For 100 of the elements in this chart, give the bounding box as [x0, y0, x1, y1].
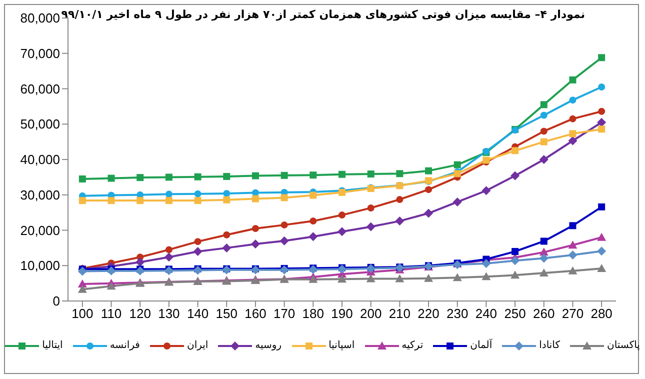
- point: [569, 115, 576, 122]
- point: [223, 190, 230, 197]
- point: [280, 236, 289, 246]
- y-tick-label: 20,000: [20, 222, 60, 238]
- point: [539, 268, 548, 277]
- point: [597, 232, 606, 241]
- point: [568, 240, 578, 249]
- point: [222, 243, 232, 252]
- point: [223, 172, 230, 180]
- point: [540, 112, 548, 119]
- point: [164, 266, 174, 276]
- chart-title: نمودار ۴– مقایسه میزان فوتی کشورهای همزمان کمتر از۷۰ هزار نفر در طول ۹ ماه اخیر ۹۹/۱۰/۱: [61, 8, 585, 21]
- x-tick-label: 110: [100, 306, 122, 322]
- point: [366, 274, 376, 282]
- point: [395, 274, 404, 282]
- point: [569, 76, 576, 84]
- point: [280, 172, 288, 179]
- point: [396, 196, 404, 203]
- point: [482, 272, 491, 280]
- point: [597, 246, 606, 256]
- point: [106, 266, 116, 276]
- legend-label: روسیه: [255, 340, 282, 351]
- legend-label: اسپانیا: [328, 340, 355, 351]
- point: [78, 197, 86, 204]
- point: [338, 170, 346, 178]
- point: [510, 270, 520, 279]
- point: [568, 266, 578, 274]
- point: [597, 264, 606, 272]
- point: [106, 282, 116, 290]
- x-tick-label: 240: [475, 306, 498, 322]
- x-tick-label: 170: [273, 306, 296, 322]
- point: [193, 246, 202, 256]
- point: [367, 204, 374, 212]
- point: [136, 174, 144, 182]
- point: [425, 167, 432, 174]
- point: [510, 171, 520, 180]
- point: [280, 221, 288, 228]
- point: [308, 232, 318, 242]
- x-tick-label: 270: [562, 306, 584, 322]
- legend-label: پاکستان: [607, 340, 640, 351]
- point: [136, 266, 145, 276]
- y-tick-label: 40,000: [20, 152, 60, 168]
- point: [165, 190, 172, 198]
- x-tick-label: 120: [129, 306, 151, 322]
- x-tick-label: 230: [446, 306, 468, 322]
- point: [367, 170, 374, 178]
- point: [223, 196, 230, 204]
- point: [512, 147, 519, 154]
- point: [454, 161, 461, 168]
- point: [510, 256, 520, 266]
- legend-label: آلمان: [470, 340, 492, 351]
- point: [310, 172, 317, 179]
- x-tick-label: 180: [302, 306, 324, 322]
- point: [78, 175, 86, 182]
- x-tick-label: 200: [360, 306, 382, 322]
- point: [569, 222, 576, 230]
- point: [539, 254, 548, 263]
- y-tick-label: 80,000: [20, 10, 60, 26]
- x-tick-label: 140: [186, 306, 209, 322]
- point: [108, 197, 115, 204]
- point: [598, 83, 606, 90]
- point: [395, 216, 404, 226]
- point: [452, 273, 462, 282]
- point: [540, 238, 548, 245]
- point: [424, 274, 434, 282]
- point: [194, 238, 202, 246]
- y-tick-label: 60,000: [20, 81, 60, 96]
- point: [366, 222, 376, 232]
- point: [597, 118, 606, 127]
- point: [164, 252, 174, 262]
- legend-label: کانادا: [539, 340, 560, 351]
- point: [78, 284, 87, 293]
- point: [223, 231, 230, 238]
- point: [136, 197, 144, 204]
- point: [194, 173, 202, 180]
- point: [194, 190, 202, 198]
- x-tick-label: 150: [216, 306, 238, 322]
- y-tick-label: 10,000: [20, 258, 60, 274]
- point: [568, 136, 578, 146]
- point: [194, 197, 202, 204]
- x-tick-label: 280: [590, 306, 612, 322]
- point: [252, 224, 259, 232]
- x-tick-label: 190: [331, 306, 353, 322]
- point: [598, 203, 606, 210]
- point: [540, 138, 548, 146]
- point: [540, 128, 548, 135]
- point: [250, 240, 260, 249]
- point: [310, 218, 317, 225]
- x-tick-label: 100: [72, 306, 94, 322]
- point: [568, 250, 578, 260]
- point: [338, 227, 346, 236]
- legend-label: فرانسه: [110, 340, 140, 351]
- point: [598, 108, 606, 115]
- point: [338, 274, 346, 283]
- point: [136, 258, 145, 267]
- y-tick-label: 50,000: [20, 116, 60, 132]
- legend-label: ایران: [186, 340, 208, 351]
- point: [424, 208, 434, 218]
- point: [308, 274, 318, 283]
- point: [569, 96, 576, 104]
